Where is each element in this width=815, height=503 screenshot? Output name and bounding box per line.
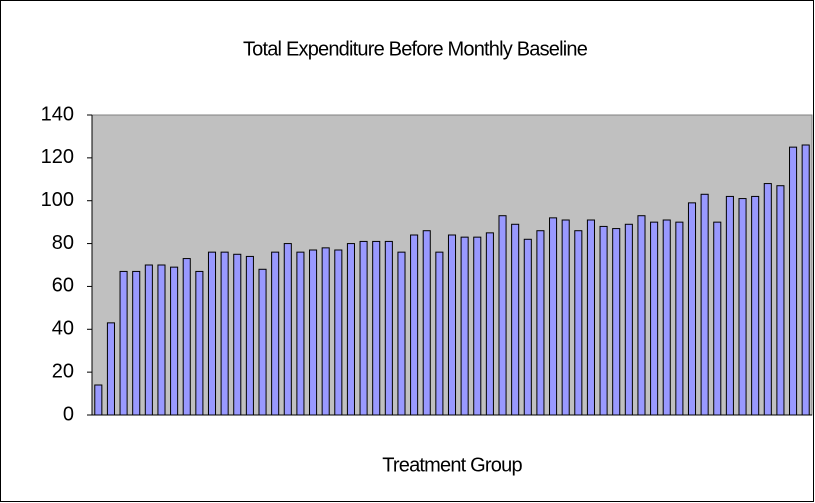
bar: [751, 195, 760, 416]
bar: [359, 240, 368, 416]
bar: [574, 230, 583, 416]
bar: [523, 238, 532, 416]
bar: [738, 198, 747, 416]
bar: [283, 243, 292, 416]
bar: [397, 251, 406, 416]
bar: [422, 230, 431, 416]
bar: [207, 251, 217, 416]
bar: [498, 215, 507, 416]
bar: [549, 217, 558, 416]
bar: [447, 234, 457, 416]
bar: [511, 223, 520, 416]
bar: [662, 219, 671, 416]
bar: [713, 221, 722, 416]
bar: [372, 240, 381, 416]
bar: [410, 234, 419, 416]
bar: [763, 183, 772, 416]
bar: [586, 219, 595, 416]
bar: [220, 251, 229, 416]
bar: [157, 264, 166, 416]
bar: [258, 268, 267, 416]
bar: [144, 264, 153, 416]
bar: [321, 247, 330, 416]
bar: [271, 251, 280, 416]
bar: [435, 251, 444, 416]
chart-title: Total Expenditure Before Monthly Baselin…: [243, 38, 588, 60]
x-axis-label: Treatment Group: [382, 454, 522, 476]
y-tick-label: 80: [52, 232, 74, 254]
y-tick-label: 120: [41, 146, 74, 168]
bar: [473, 236, 482, 416]
bar: [182, 258, 191, 416]
bar: [384, 240, 393, 416]
bar: [687, 202, 697, 416]
y-tick-label: 60: [52, 275, 74, 297]
bar: [233, 253, 242, 416]
bar: [650, 221, 659, 416]
bar: [170, 266, 179, 416]
bar: [119, 270, 128, 416]
bar: [612, 228, 621, 416]
bar: [599, 225, 608, 416]
bar: [675, 221, 684, 416]
y-tick-label: 40: [52, 318, 74, 340]
bar: [346, 243, 355, 416]
bar: [637, 215, 646, 416]
bar: [94, 384, 103, 416]
bar: [460, 236, 469, 416]
bar: [789, 146, 798, 416]
bar: [624, 223, 633, 416]
bar: [245, 255, 254, 416]
bar: [106, 322, 115, 416]
bar: [296, 251, 305, 416]
bar: [309, 249, 318, 416]
bar: [132, 270, 141, 416]
bar: [801, 144, 810, 416]
bar: [725, 195, 734, 416]
y-tick-label: 0: [63, 403, 74, 425]
y-tick-label: 100: [41, 189, 74, 211]
bar: [536, 230, 545, 416]
bar: [776, 185, 785, 416]
y-tick-label: 140: [41, 103, 74, 125]
bar: [700, 193, 709, 416]
bar: [195, 270, 204, 416]
bar: [334, 249, 343, 416]
bar: [561, 219, 570, 416]
bar: [485, 232, 494, 416]
y-tick-label: 20: [52, 360, 74, 382]
